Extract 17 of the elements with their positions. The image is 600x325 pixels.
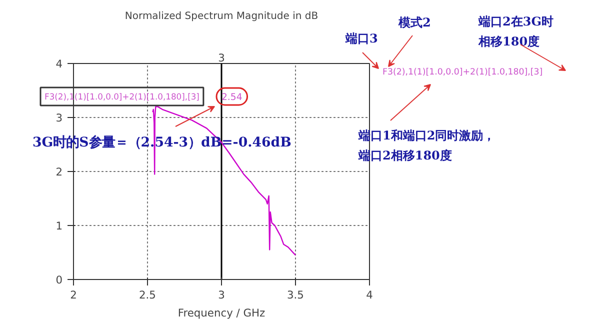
x-tick-label: 3	[218, 288, 225, 302]
y-tick-label: 4	[56, 58, 63, 70]
text: F3(2),1(1)[1.0,0.0]+2(1)[1.0,180],[3]	[382, 68, 543, 78]
x-tick-label: 2	[70, 288, 77, 302]
x-tick-label: 3.5	[287, 288, 304, 302]
y-tick-label: 0	[56, 274, 63, 286]
y-tick-label: 3	[56, 112, 62, 124]
chart-title: Normalized Spectrum Magnitude in dB	[124, 11, 318, 22]
x-tick-label: 2.5	[139, 288, 156, 302]
text: 端口3	[344, 32, 378, 46]
ref-line-label: 3	[218, 52, 225, 64]
y-tick-label: 2	[56, 166, 62, 178]
x-tick-label: 4	[366, 288, 374, 302]
x-axis-title: Frequency / GHz	[178, 306, 266, 320]
y-tick-label: 1	[56, 220, 62, 232]
text: 端口2在3G时相移180度	[478, 14, 554, 48]
text: 模式2	[398, 16, 431, 30]
